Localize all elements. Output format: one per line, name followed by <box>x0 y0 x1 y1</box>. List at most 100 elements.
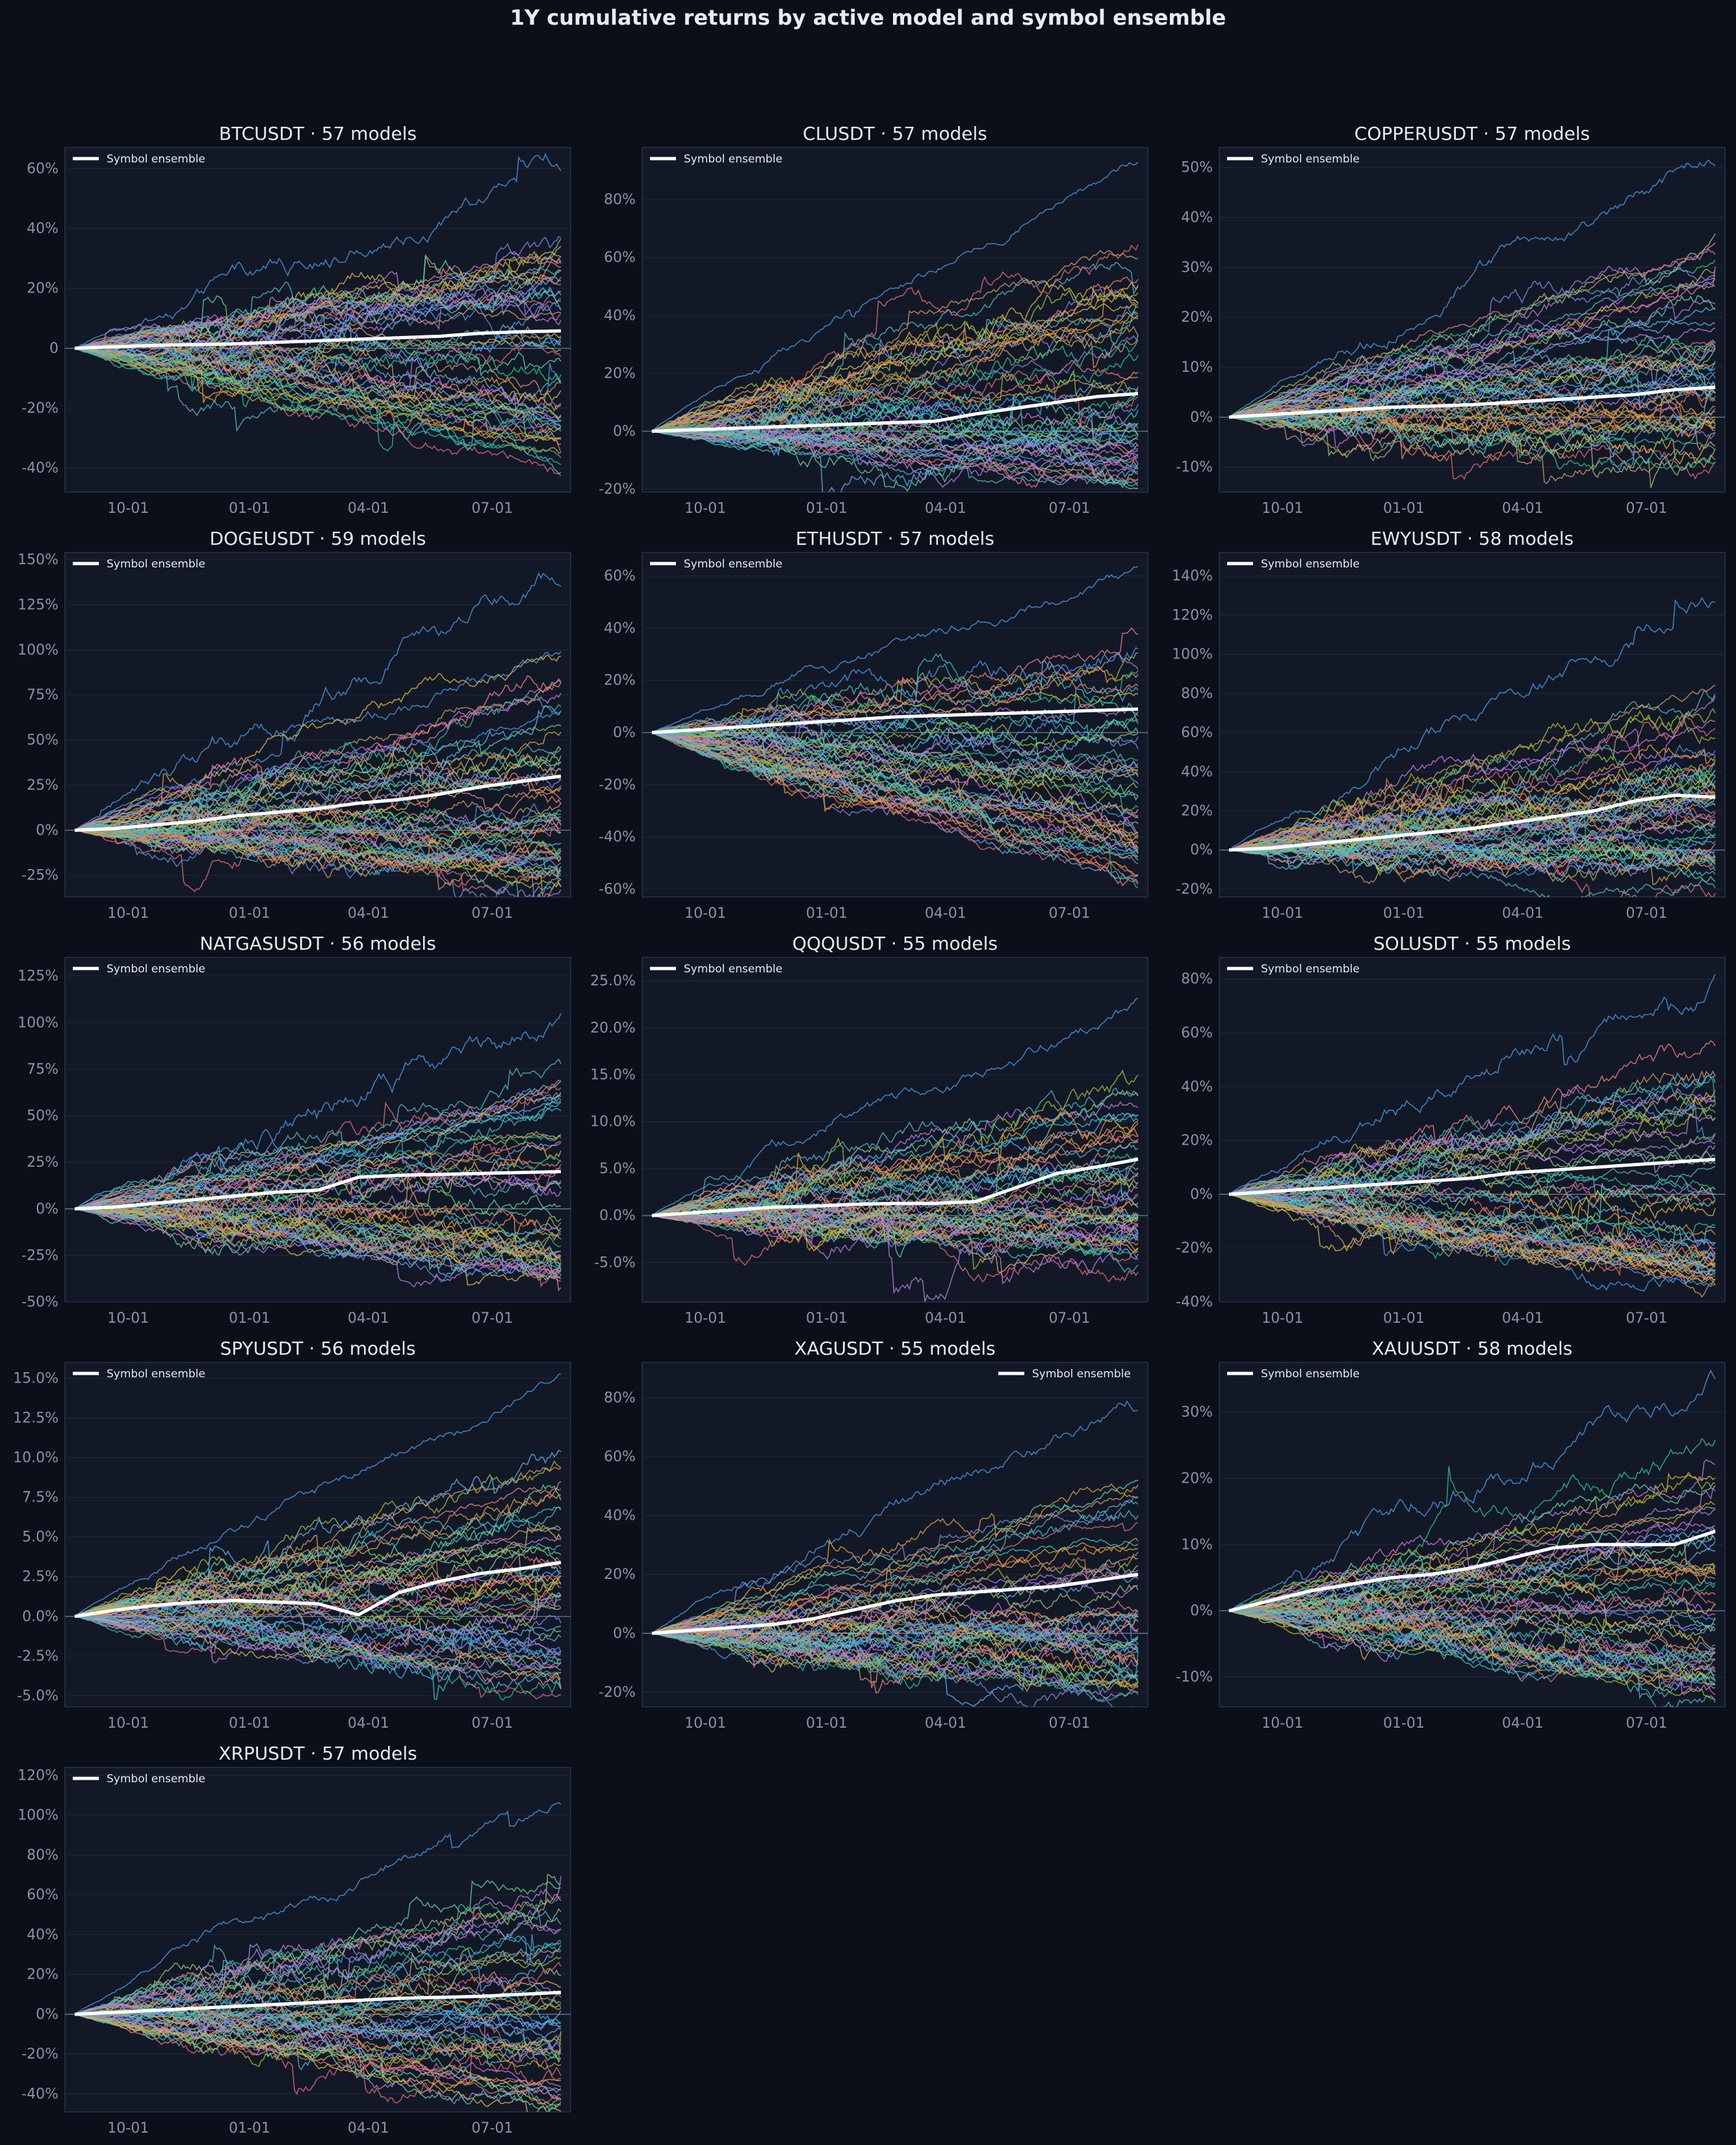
model-line <box>651 732 1139 889</box>
model-line <box>1228 1607 1716 1636</box>
model-line <box>651 1494 1139 1634</box>
legend-label: Symbol ensemble <box>107 963 205 976</box>
model-line <box>1228 1483 1716 1611</box>
model-line <box>74 1143 562 1223</box>
chart-svg: DOGEUSDT · 59 models -25% 0% 25% 50% 75% 100% 1… <box>18 528 571 922</box>
model-line <box>74 1873 562 2015</box>
y-tick-label: 120% <box>18 1767 58 1784</box>
model-line <box>651 1109 1139 1216</box>
model-line <box>1228 1086 1716 1195</box>
x-tick-label: 04-01 <box>348 1715 389 1732</box>
chart-svg: SPYUSDT · 56 models -5.0% -2.5% 0.0% 2.5% 5.0… <box>13 1338 571 1732</box>
model-line <box>74 773 562 831</box>
model-line <box>651 1537 1139 1634</box>
model-line <box>74 1083 562 1210</box>
x-tick-label: 04-01 <box>925 500 966 517</box>
model-line <box>651 1621 1139 1680</box>
ensemble-line <box>651 707 1139 734</box>
chart-panel: DOGEUSDT · 59 models -25% 0% 25% 50% 75% 100% 1… <box>0 525 578 930</box>
model-line <box>651 1633 1139 1702</box>
model-line <box>1228 785 1716 867</box>
chart-panel: ETHUSDT · 57 models -60% -40% -20% 0% 20% 40% 6… <box>577 525 1156 930</box>
y-tick-label: 40% <box>1181 764 1213 780</box>
model-line <box>1228 343 1716 418</box>
model-line <box>651 292 1139 432</box>
y-tick-label: 2.5% <box>22 1569 58 1585</box>
model-line <box>1228 259 1716 418</box>
model-line <box>651 1610 1139 1646</box>
model-line <box>74 1080 562 1210</box>
model-line <box>74 740 562 831</box>
y-tick-label: 40% <box>1181 1079 1213 1095</box>
y-tick-label: 100% <box>1172 647 1213 663</box>
model-line <box>74 1081 562 1210</box>
y-tick-label: 100% <box>18 1015 58 1031</box>
y-tick-label: 150% <box>18 552 58 568</box>
y-tick-label: 0.0% <box>22 1609 58 1625</box>
ensemble-line <box>1228 1158 1716 1196</box>
model-line <box>651 421 1139 460</box>
model-line <box>74 1194 562 1273</box>
y-tick-label: 40% <box>1181 210 1213 226</box>
y-tick-label: 0% <box>1190 1186 1213 1202</box>
model-line <box>652 1601 1139 1674</box>
y-tick-label: 60% <box>604 568 636 584</box>
y-tick-label: 50% <box>1181 160 1213 176</box>
model-line <box>1228 1369 1716 1611</box>
x-tick-label: 10-01 <box>107 1715 149 1732</box>
model-line <box>1228 1193 1716 1281</box>
y-tick-label: 120% <box>1172 607 1213 623</box>
x-tick-label: 07-01 <box>1626 905 1667 922</box>
y-tick-label: -5.0% <box>17 1688 58 1704</box>
model-line <box>1228 1040 1716 1195</box>
y-tick-label: 25% <box>27 1154 58 1171</box>
model-line <box>1228 320 1716 418</box>
model-line <box>1228 719 1716 851</box>
model-line <box>1228 822 1716 883</box>
model-line <box>74 1205 562 1262</box>
legend-label: Symbol ensemble <box>1032 1368 1131 1381</box>
model-line <box>74 654 562 831</box>
y-tick-label: -25% <box>21 1247 58 1264</box>
model-line <box>651 732 1139 836</box>
model-line <box>1228 840 1716 881</box>
x-tick-label: 07-01 <box>1626 1715 1667 1732</box>
y-tick-label: -20% <box>1176 1240 1213 1256</box>
y-tick-label: 20% <box>1181 803 1213 820</box>
ensemble-line <box>1228 794 1716 852</box>
x-tick-label: 01-01 <box>1383 1310 1425 1327</box>
model-line <box>1228 1193 1716 1268</box>
model-line <box>75 803 562 868</box>
y-tick-label: 7.5% <box>22 1490 58 1506</box>
x-tick-label: 10-01 <box>1262 1715 1303 1732</box>
model-line <box>1228 1610 1716 1682</box>
y-tick-label: 20% <box>27 1967 58 1983</box>
y-tick-label: 80% <box>604 1390 636 1406</box>
x-tick-label: 04-01 <box>348 1310 389 1327</box>
y-tick-label: 0% <box>36 2007 58 2023</box>
model-line <box>651 1128 1139 1216</box>
model-line <box>74 1201 562 1282</box>
chart-title: SOLUSDT · 55 models <box>1373 933 1571 954</box>
plot-area <box>641 957 1148 1303</box>
y-tick-label: -40% <box>599 829 636 846</box>
model-line <box>74 1178 562 1210</box>
model-line <box>74 309 562 370</box>
model-line <box>1228 1095 1716 1195</box>
legend-label: Symbol ensemble <box>1261 558 1360 571</box>
model-line <box>74 1906 562 2015</box>
model-line <box>651 732 1139 837</box>
legend-label: Symbol ensemble <box>107 558 205 571</box>
model-line <box>74 1956 562 2015</box>
model-line <box>1228 1574 1716 1614</box>
model-line <box>651 711 1139 744</box>
model-line <box>1228 1112 1716 1195</box>
chart-title: COPPERUSDT · 57 models <box>1354 123 1590 144</box>
y-tick-label: 30% <box>1181 259 1213 276</box>
chart-title: CLUSDT · 57 models <box>803 123 987 144</box>
model-line <box>651 718 1139 785</box>
model-line <box>75 806 562 841</box>
model-line <box>74 1164 562 1214</box>
model-line <box>74 2008 562 2059</box>
model-line <box>74 2014 562 2104</box>
